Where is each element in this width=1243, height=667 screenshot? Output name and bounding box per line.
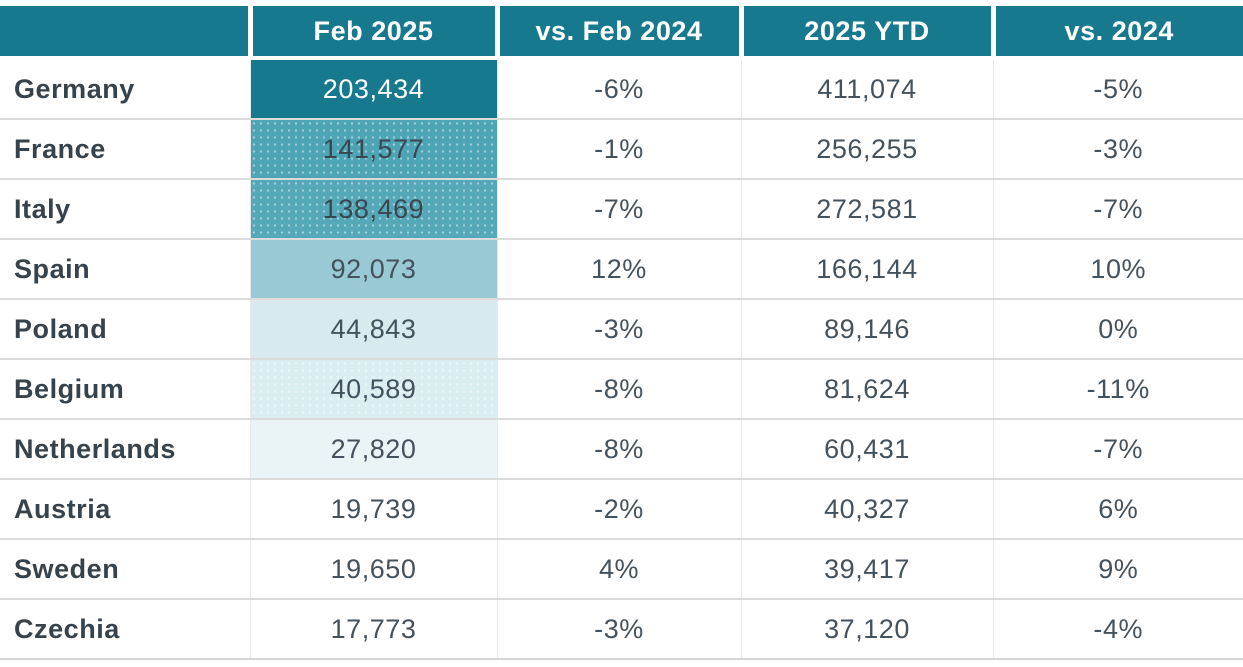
table-body: Germany 203,434 -6% 411,074 -5% France 141,577… bbox=[0, 58, 1243, 660]
2025-ytd-cell: 89,146 bbox=[740, 298, 993, 359]
vs-2024-cell: -7% bbox=[992, 418, 1243, 479]
country-cell: Germany bbox=[0, 58, 250, 119]
vs-2024-cell: -3% bbox=[992, 118, 1243, 179]
table-row: Germany 203,434 -6% 411,074 -5% bbox=[0, 58, 1243, 119]
vs-feb-2024-cell: -1% bbox=[496, 118, 741, 179]
country-cell: Netherlands bbox=[0, 418, 250, 479]
2025-ytd-cell: 81,624 bbox=[740, 358, 993, 419]
2025-ytd-cell: 37,120 bbox=[740, 598, 993, 660]
vs-2024-cell: -5% bbox=[992, 58, 1243, 119]
2025-ytd-cell: 40,327 bbox=[740, 478, 993, 539]
table-row: Sweden 19,650 4% 39,417 9% bbox=[0, 538, 1243, 599]
feb-2025-cell: 44,843 bbox=[249, 298, 497, 359]
header-row: Feb 2025 vs. Feb 2024 2025 YTD vs. 2024 bbox=[0, 6, 1243, 60]
feb-2025-cell: 203,434 bbox=[249, 58, 497, 119]
vs-2024-cell: 10% bbox=[992, 238, 1243, 299]
vs-2024-cell: 9% bbox=[992, 538, 1243, 599]
feb-2025-cell: 40,589 bbox=[249, 358, 497, 419]
table-row: France 141,577 -1% 256,255 -3% bbox=[0, 118, 1243, 179]
feb-2025-cell: 141,577 bbox=[249, 118, 497, 179]
feb-2025-cell: 17,773 bbox=[249, 598, 497, 660]
feb-2025-cell: 19,739 bbox=[249, 478, 497, 539]
vs-feb-2024-cell: -3% bbox=[496, 598, 741, 660]
vs-2024-cell: 6% bbox=[992, 478, 1243, 539]
header-2025-ytd: 2025 YTD bbox=[738, 6, 993, 60]
vs-feb-2024-cell: -8% bbox=[496, 418, 741, 479]
country-cell: France bbox=[0, 118, 250, 179]
feb-2025-cell: 19,650 bbox=[249, 538, 497, 599]
country-cell: Czechia bbox=[0, 598, 250, 660]
table-row: Italy 138,469 -7% 272,581 -7% bbox=[0, 178, 1243, 239]
vs-feb-2024-cell: -6% bbox=[496, 58, 741, 119]
2025-ytd-cell: 256,255 bbox=[740, 118, 993, 179]
table-row: Austria 19,739 -2% 40,327 6% bbox=[0, 478, 1243, 539]
vs-2024-cell: -7% bbox=[992, 178, 1243, 239]
country-cell: Italy bbox=[0, 178, 250, 239]
country-cell: Belgium bbox=[0, 358, 250, 419]
table-row: Spain 92,073 12% 166,144 10% bbox=[0, 238, 1243, 299]
feb-2025-cell: 138,469 bbox=[249, 178, 497, 239]
table-row: Netherlands 27,820 -8% 60,431 -7% bbox=[0, 418, 1243, 479]
vs-feb-2024-cell: -3% bbox=[496, 298, 741, 359]
vs-2024-cell: -11% bbox=[992, 358, 1243, 419]
country-cell: Spain bbox=[0, 238, 250, 299]
vs-2024-cell: 0% bbox=[992, 298, 1243, 359]
vs-feb-2024-cell: -2% bbox=[496, 478, 741, 539]
table-row: Poland 44,843 -3% 89,146 0% bbox=[0, 298, 1243, 359]
vs-2024-cell: -4% bbox=[992, 598, 1243, 660]
table-row: Belgium 40,589 -8% 81,624 -11% bbox=[0, 358, 1243, 419]
vs-feb-2024-cell: -8% bbox=[496, 358, 741, 419]
registrations-table: Feb 2025 vs. Feb 2024 2025 YTD vs. 2024 … bbox=[0, 6, 1243, 660]
header-vs-feb-2024: vs. Feb 2024 bbox=[494, 6, 741, 60]
header-country bbox=[0, 6, 250, 60]
table-header: Feb 2025 vs. Feb 2024 2025 YTD vs. 2024 bbox=[0, 6, 1243, 60]
2025-ytd-cell: 411,074 bbox=[740, 58, 993, 119]
header-vs-2024: vs. 2024 bbox=[990, 6, 1243, 60]
feb-2025-cell: 27,820 bbox=[249, 418, 497, 479]
feb-2025-cell: 92,073 bbox=[249, 238, 497, 299]
header-feb-2025: Feb 2025 bbox=[247, 6, 497, 60]
country-cell: Austria bbox=[0, 478, 250, 539]
vs-feb-2024-cell: 12% bbox=[496, 238, 741, 299]
vs-feb-2024-cell: 4% bbox=[496, 538, 741, 599]
2025-ytd-cell: 166,144 bbox=[740, 238, 993, 299]
2025-ytd-cell: 60,431 bbox=[740, 418, 993, 479]
table-row: Czechia 17,773 -3% 37,120 -4% bbox=[0, 598, 1243, 660]
country-cell: Poland bbox=[0, 298, 250, 359]
2025-ytd-cell: 39,417 bbox=[740, 538, 993, 599]
vs-feb-2024-cell: -7% bbox=[496, 178, 741, 239]
2025-ytd-cell: 272,581 bbox=[740, 178, 993, 239]
country-cell: Sweden bbox=[0, 538, 250, 599]
